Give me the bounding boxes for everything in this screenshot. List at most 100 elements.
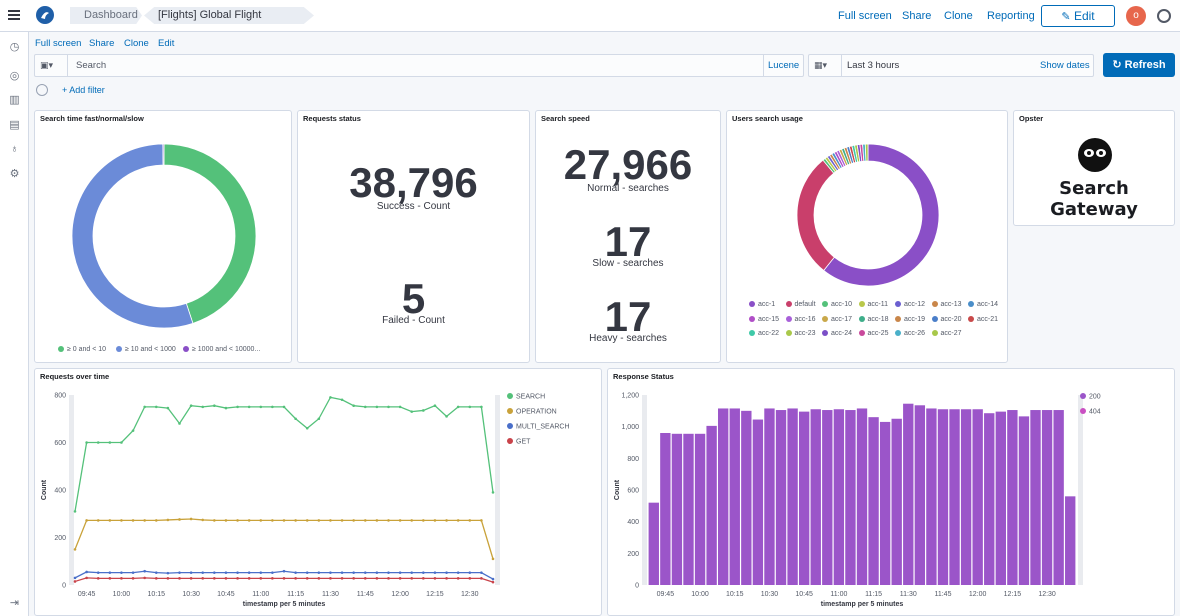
legend-dot bbox=[749, 330, 755, 336]
time-range-label[interactable]: Last 3 hours bbox=[847, 60, 900, 71]
bar bbox=[660, 433, 671, 585]
legend-item[interactable]: acc-23 bbox=[785, 330, 816, 337]
x-tick-label: 12:00 bbox=[969, 591, 987, 598]
data-point bbox=[294, 577, 297, 580]
legend-item[interactable]: ≥ 1000 and < 10000... bbox=[183, 346, 260, 353]
subnav-share[interactable]: Share bbox=[89, 38, 115, 49]
y-tick-label: 1,200 bbox=[621, 393, 639, 400]
legend-item[interactable]: acc-20 bbox=[931, 315, 962, 323]
legend-item[interactable]: acc-1 bbox=[749, 301, 775, 308]
data-point bbox=[456, 405, 460, 409]
management-gear-icon[interactable]: ⚙ bbox=[9, 168, 20, 180]
legend-dot bbox=[822, 301, 828, 307]
legend-item[interactable]: acc-17 bbox=[822, 315, 852, 323]
legend-item[interactable]: acc-13 bbox=[931, 301, 962, 308]
edit-button[interactable]: ✎ Edit bbox=[1041, 5, 1115, 27]
legend-item[interactable]: acc-24 bbox=[822, 330, 852, 337]
data-point bbox=[398, 577, 402, 580]
legend-item[interactable]: default bbox=[785, 301, 816, 308]
bar bbox=[1065, 496, 1076, 585]
legend-item[interactable]: acc-15 bbox=[749, 315, 780, 323]
subnav-clone[interactable]: Clone bbox=[124, 38, 149, 49]
top-bar: Dashboard [Flights] Global Flight Dashbo… bbox=[0, 0, 1180, 32]
legend-dot bbox=[507, 423, 513, 429]
bar bbox=[683, 433, 694, 585]
data-point bbox=[305, 577, 309, 580]
legend-item[interactable]: acc-19 bbox=[895, 315, 925, 323]
recent-clock-icon[interactable]: ◷ bbox=[9, 41, 20, 53]
legend-item[interactable]: acc-22 bbox=[749, 330, 779, 337]
search-input[interactable]: Search bbox=[76, 60, 107, 71]
data-point bbox=[236, 571, 239, 574]
dashboard-icon[interactable]: ▤ bbox=[9, 119, 20, 131]
visualize-chart-icon[interactable]: ▥ bbox=[9, 94, 20, 106]
data-point bbox=[480, 577, 483, 580]
clone-link[interactable]: Clone bbox=[944, 10, 973, 22]
data-point bbox=[340, 571, 344, 574]
y-tick-label: 400 bbox=[54, 488, 66, 495]
legend-item[interactable]: acc-16 bbox=[785, 315, 816, 323]
data-point bbox=[131, 577, 135, 580]
legend-item[interactable]: ≥ 10 and < 1000 bbox=[116, 346, 176, 353]
legend-item[interactable]: ≥ 0 and < 10 bbox=[58, 346, 106, 353]
legend-label: SEARCH bbox=[516, 394, 545, 401]
legend-label: acc-18 bbox=[867, 315, 889, 323]
subnav-edit[interactable]: Edit bbox=[158, 38, 175, 49]
breadcrumb-dashboard[interactable]: Dashboard bbox=[70, 7, 142, 24]
filter-icon[interactable] bbox=[36, 84, 48, 96]
legend-label: acc-15 bbox=[758, 315, 780, 323]
data-point bbox=[131, 429, 135, 432]
legend-item[interactable]: acc-11 bbox=[858, 301, 888, 308]
data-point bbox=[282, 577, 286, 580]
share-link[interactable]: Share bbox=[902, 10, 932, 22]
data-point bbox=[236, 405, 239, 409]
data-point bbox=[120, 519, 123, 522]
reporting-link[interactable]: Reporting bbox=[987, 10, 1035, 22]
data-point bbox=[387, 405, 390, 409]
avatar[interactable]: o bbox=[1126, 6, 1146, 26]
legend-item[interactable]: acc-27 bbox=[931, 330, 962, 337]
x-axis-label: timestamp per 5 minutes bbox=[243, 601, 326, 608]
pie-slice bbox=[796, 159, 835, 272]
data-point bbox=[236, 519, 239, 522]
data-point bbox=[352, 571, 355, 574]
legend-dot bbox=[858, 315, 865, 322]
subnav-full-screen[interactable]: Full screen bbox=[35, 38, 82, 49]
panel-title: Users search usage bbox=[732, 114, 803, 123]
data-point bbox=[433, 519, 437, 522]
data-point bbox=[329, 519, 332, 522]
x-tick-label: 10:45 bbox=[217, 591, 235, 598]
legend-dot bbox=[895, 315, 901, 322]
discover-compass-icon[interactable]: ◎ bbox=[9, 70, 20, 82]
add-filter-link[interactable]: + Add filter bbox=[62, 85, 105, 95]
legend-item[interactable]: acc-25 bbox=[858, 330, 889, 337]
show-dates-link[interactable]: Show dates bbox=[1040, 60, 1090, 71]
language-toggle[interactable]: Lucene bbox=[768, 60, 800, 71]
data-point bbox=[282, 519, 286, 522]
bar bbox=[648, 502, 659, 585]
help-icon[interactable] bbox=[1157, 9, 1171, 23]
full-screen-link[interactable]: Full screen bbox=[838, 10, 892, 22]
legend-item[interactable]: acc-18 bbox=[858, 315, 889, 323]
legend-item[interactable]: acc-10 bbox=[822, 301, 852, 308]
data-point bbox=[120, 571, 123, 574]
data-point bbox=[456, 571, 460, 574]
data-point bbox=[178, 422, 181, 425]
legend-item[interactable]: acc-21 bbox=[968, 315, 998, 323]
saved-query-icon[interactable]: ▣▾ bbox=[40, 60, 54, 70]
failed-count-label: Failed - Count bbox=[382, 315, 445, 326]
calendar-icon[interactable]: ▦▾ bbox=[814, 60, 828, 70]
legend-item[interactable]: acc-26 bbox=[895, 330, 925, 337]
bar bbox=[810, 409, 821, 585]
collapse-nav-icon[interactable]: ⇥ bbox=[9, 597, 20, 609]
menu-icon[interactable] bbox=[8, 10, 20, 20]
pie-slice bbox=[823, 143, 940, 287]
kibana-logo[interactable] bbox=[36, 6, 54, 24]
legend-item[interactable]: acc-12 bbox=[895, 301, 925, 308]
bar bbox=[822, 410, 833, 585]
data-point bbox=[282, 569, 286, 573]
legend-item[interactable]: acc-14 bbox=[968, 301, 998, 308]
panel-title: Search speed bbox=[541, 114, 590, 123]
dev-tools-icon[interactable]: ♁ bbox=[10, 143, 19, 155]
refresh-button[interactable]: ↻ Refresh bbox=[1103, 53, 1175, 77]
